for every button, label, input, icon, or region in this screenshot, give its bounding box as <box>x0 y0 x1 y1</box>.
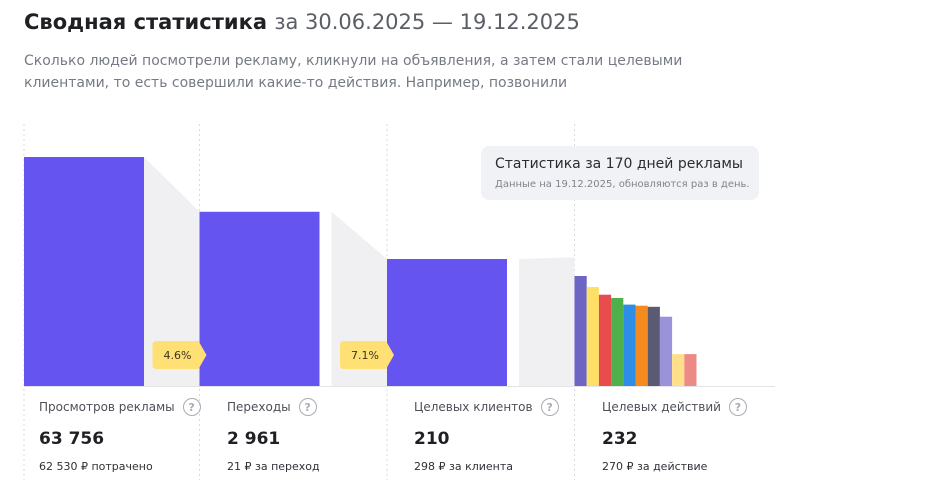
action-bar <box>635 305 648 386</box>
help-icon[interactable]: ? <box>540 398 559 416</box>
metric-impressions: Просмотров рекламы? 63 756 62 530 ₽ потр… <box>39 396 219 473</box>
metric-target-clients: Целевых клиентов? 210 298 ₽ за клиента <box>414 396 594 473</box>
period-text: за 30.06.2025 — 19.12.2025 <box>274 10 580 34</box>
metric-value: 63 756 <box>39 429 105 449</box>
action-bar <box>672 354 685 386</box>
stats-tooltip: Статистика за 170 дней рекламы Данные на… <box>481 146 759 200</box>
tooltip-note: Данные на 19.12.2025, обновляются раз в … <box>495 179 750 190</box>
action-bar <box>684 354 697 386</box>
help-icon[interactable]: ? <box>728 398 747 416</box>
metric-label: Просмотров рекламы <box>39 400 175 414</box>
action-bar <box>586 287 599 386</box>
metric-value: 210 <box>414 429 450 449</box>
action-bar <box>611 298 624 386</box>
conversion-rate: 7.1% <box>351 349 379 362</box>
metric-sub: 270 ₽ за действие <box>602 460 708 473</box>
bar-3 <box>387 259 507 386</box>
funnel-connector <box>144 157 200 386</box>
help-icon[interactable]: ? <box>182 398 201 416</box>
metric-label: Целевых клиентов <box>414 400 533 414</box>
bar-1 <box>24 157 144 386</box>
conversion-rate: 4.6% <box>164 349 192 362</box>
action-bar <box>574 276 587 386</box>
action-bar <box>647 306 660 386</box>
metric-sub: 21 ₽ за переход <box>227 460 320 473</box>
page-subtitle: Сколько людей посмотрели рекламу, кликну… <box>24 53 683 91</box>
metric-sub: 62 530 ₽ потрачено <box>39 460 153 473</box>
action-bar <box>659 316 673 386</box>
conversion-badge <box>340 341 394 369</box>
title-text: Сводная статистика <box>24 10 267 34</box>
bar-2 <box>199 211 320 386</box>
conversion-badge <box>152 341 207 369</box>
metric-label: Переходы <box>227 400 291 414</box>
metric-value: 232 <box>602 429 638 449</box>
metric-label: Целевых действий <box>602 400 721 414</box>
page-title: Сводная статистика за 30.06.2025 — 19.12… <box>24 10 580 34</box>
help-icon[interactable]: ? <box>298 398 317 416</box>
metric-value: 2 961 <box>227 429 281 449</box>
action-bar <box>623 304 636 386</box>
metric-sub: 298 ₽ за клиента <box>414 460 514 473</box>
tooltip-title: Статистика за 170 дней рекламы <box>495 156 743 172</box>
metric-target-actions: Целевых действий? 232 270 ₽ за действие <box>602 396 782 473</box>
metric-clicks: Переходы? 2 961 21 ₽ за переход <box>227 396 407 473</box>
funnel-connector <box>519 257 575 386</box>
action-bar <box>598 294 612 386</box>
